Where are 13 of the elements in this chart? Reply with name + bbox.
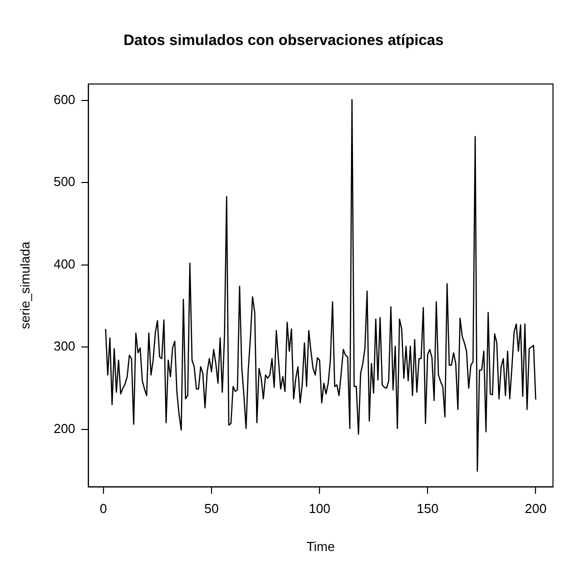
x-tick-label: 50 (204, 501, 219, 516)
x-axis-title: Time (306, 538, 335, 554)
x-tick-label: 0 (100, 501, 108, 516)
y-tick-label: 300 (54, 338, 76, 354)
y-tick-label: 600 (54, 92, 76, 108)
x-tick-label: 200 (524, 501, 547, 516)
y-tick-label: 200 (54, 420, 76, 436)
x-tick-label: 150 (416, 501, 438, 516)
y-axis-title: serie_simulada (17, 240, 32, 330)
x-tick-label: 100 (308, 501, 330, 516)
chart-title: Datos simulados con observaciones atípicas (123, 32, 444, 50)
y-tick-label: 400 (54, 256, 76, 272)
y-tick-label: 500 (54, 174, 76, 190)
